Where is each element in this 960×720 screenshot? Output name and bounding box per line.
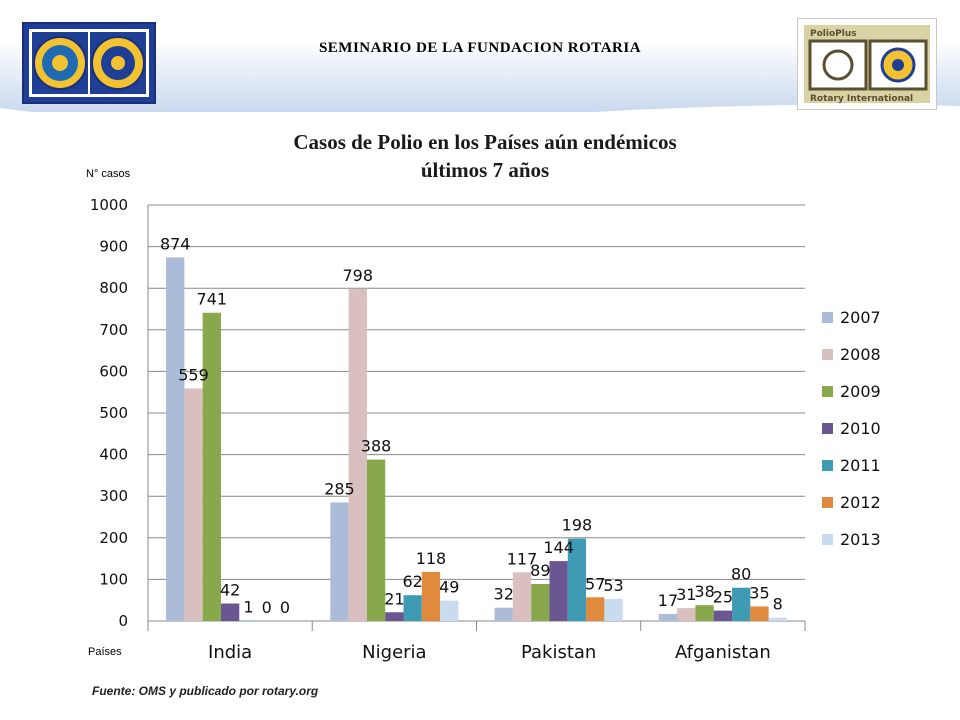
legend-swatch-2012	[822, 497, 833, 508]
polioplus-rotary-international-logo: PolioPlus Rotary International	[797, 18, 937, 110]
legend-label-2010: 2010	[840, 419, 881, 438]
data-label: 798	[343, 266, 374, 285]
chart-title: Casos de Polio en los Países aún endémic…	[170, 128, 800, 184]
data-label: 53	[603, 576, 623, 595]
data-label: 8	[773, 595, 783, 614]
source-note: Fuente: OMS y publicado por rotary.org	[92, 684, 319, 698]
chart-title-line-2: últimos 7 años	[420, 158, 550, 182]
bar-2007-afganistan	[658, 613, 678, 621]
bar-2007-pakistan	[494, 607, 513, 621]
data-label: 874	[160, 234, 191, 253]
logo-right-bottom-text: Rotary International	[810, 94, 913, 104]
data-label: 25	[713, 588, 733, 607]
bar-2007-nigeria	[330, 502, 349, 621]
bar-2009-india	[202, 312, 221, 621]
data-label: 144	[543, 538, 574, 557]
legend-swatch-2010	[822, 423, 833, 434]
data-label: 35	[749, 583, 769, 602]
data-label: 0	[262, 598, 272, 617]
y-tick-label: 1000	[90, 196, 128, 214]
data-label: 198	[562, 516, 593, 535]
logo-right-top-text: PolioPlus	[810, 29, 857, 39]
legend-swatch-2011	[822, 460, 833, 471]
bar-2008-india	[184, 388, 203, 621]
bar-2009-pakistan	[531, 583, 550, 621]
bar-2008-nigeria	[348, 289, 367, 621]
y-tick-label: 600	[99, 362, 128, 380]
y-axis-note: N° casos	[86, 168, 131, 180]
bar-2010-india	[220, 603, 240, 621]
data-label: 0	[280, 598, 290, 617]
data-label: 388	[361, 437, 392, 456]
data-label: 21	[384, 589, 404, 608]
bar-2007-india	[166, 257, 185, 621]
data-label: 559	[178, 365, 209, 384]
bar-2013-pakistan	[604, 598, 623, 621]
x-axis-note: Países	[88, 646, 122, 658]
y-tick-label: 300	[99, 487, 128, 505]
data-label: 1	[243, 598, 253, 617]
y-tick-label: 900	[99, 238, 128, 256]
seminar-title: SEMINARIO DE LA FUNDACION ROTARIA	[318, 40, 642, 56]
bar-2012-nigeria	[421, 571, 441, 621]
data-label: 49	[439, 578, 459, 597]
bar-2009-afganistan	[695, 605, 714, 621]
data-label: 741	[197, 290, 228, 309]
legend-label-2012: 2012	[840, 493, 881, 512]
rotary-foundation-logo	[22, 22, 156, 104]
data-label: 31	[676, 585, 696, 604]
x-category-label: India	[208, 642, 252, 663]
y-tick-label: 0	[118, 612, 128, 630]
header-wave	[0, 104, 960, 140]
legend-swatch-2008	[822, 349, 833, 360]
legend-label-2009: 2009	[840, 382, 881, 401]
x-category-label: Pakistan	[521, 642, 596, 663]
bar-2011-pakistan	[567, 538, 587, 621]
legend-swatch-2013	[822, 534, 833, 545]
y-tick-label: 100	[99, 570, 128, 588]
bar-2011-nigeria	[403, 595, 422, 621]
x-category-label: Nigeria	[362, 642, 426, 663]
legend-swatch-2007	[822, 312, 833, 323]
bar-2011-afganistan	[732, 587, 751, 621]
bar-2013-nigeria	[440, 600, 459, 621]
data-label: 42	[220, 581, 240, 600]
legend-label-2011: 2011	[840, 456, 881, 475]
bar-2008-pakistan	[512, 572, 532, 621]
data-label: 89	[530, 561, 550, 580]
bar-2010-nigeria	[385, 612, 404, 621]
legend-label-2008: 2008	[840, 345, 881, 364]
y-tick-label: 700	[99, 321, 128, 339]
bar-2012-afganistan	[750, 606, 769, 621]
data-label: 62	[402, 572, 422, 591]
legend-swatch-2009	[822, 386, 833, 397]
data-label: 32	[494, 585, 514, 604]
legend-label-2007: 2007	[840, 308, 881, 327]
data-label: 285	[324, 479, 355, 498]
legend-label-2013: 2013	[840, 530, 881, 549]
bar-2010-pakistan	[549, 561, 568, 621]
data-label: 57	[585, 574, 605, 593]
bar-2008-afganistan	[677, 608, 696, 621]
chart-title-line-1: Casos de Polio en los Países aún endémic…	[293, 130, 677, 154]
data-label: 17	[658, 591, 678, 610]
bar-2010-afganistan	[713, 610, 733, 621]
y-tick-label: 200	[99, 529, 128, 547]
bar-2013-afganistan	[768, 617, 787, 621]
bar-2009-nigeria	[366, 459, 386, 621]
y-tick-label: 400	[99, 446, 128, 464]
bar-2012-pakistan	[586, 597, 605, 621]
y-tick-label: 500	[99, 404, 128, 422]
data-label: 117	[507, 549, 538, 568]
data-label: 80	[731, 565, 751, 584]
x-category-label: Afganistan	[675, 642, 771, 663]
data-label: 118	[416, 549, 447, 568]
y-tick-label: 800	[99, 279, 128, 297]
data-label: 38	[694, 582, 714, 601]
